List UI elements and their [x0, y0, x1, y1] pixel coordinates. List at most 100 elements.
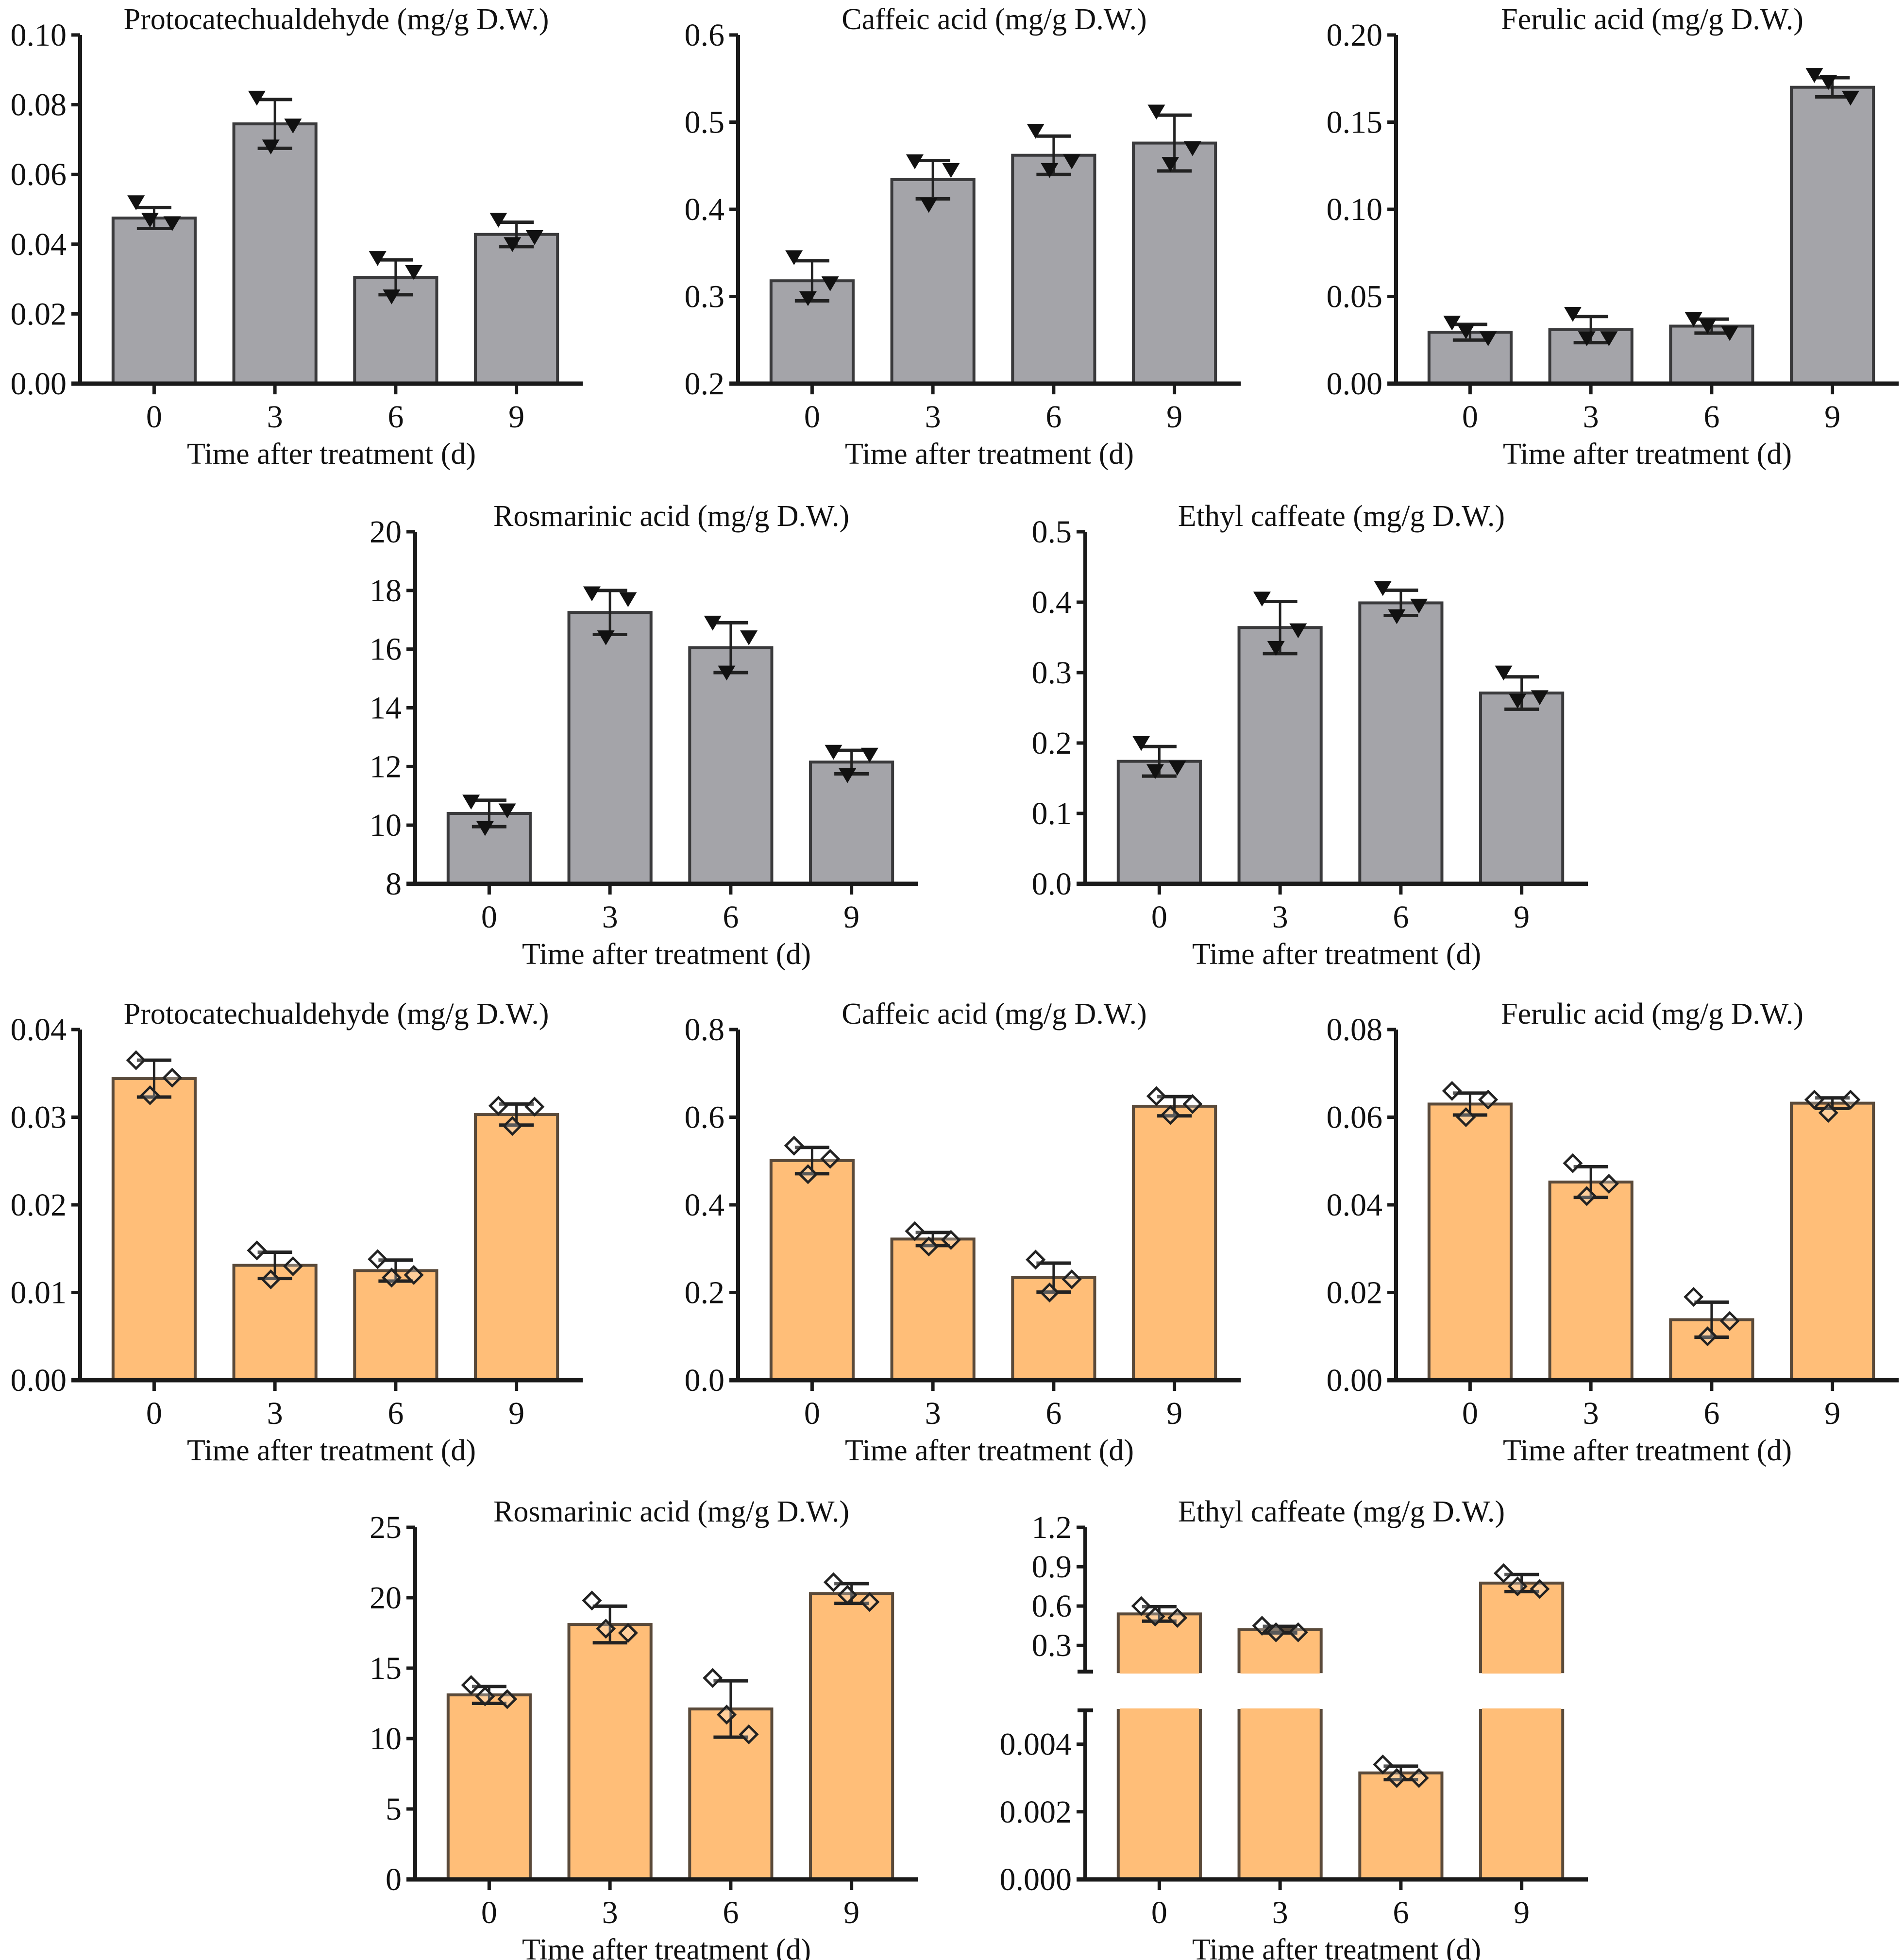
y-tick-label: 20 [370, 514, 402, 550]
data-point-diamond [859, 1592, 880, 1612]
bar [890, 1237, 976, 1382]
data-point-triangle [1063, 154, 1081, 169]
y-tick-label: 0.06 [11, 157, 67, 192]
data-point-diamond [1266, 1622, 1286, 1642]
x-tick-label: 0 [1151, 1895, 1167, 1930]
data-point-triangle [248, 90, 266, 106]
y-tick-label: 0.8 [685, 1012, 725, 1048]
data-point-triangle [718, 665, 736, 681]
chart-title: Rosmarinic acid (mg/g D.W.) [493, 500, 849, 533]
bar [1358, 1771, 1444, 1881]
x-tick-label: 0 [804, 399, 820, 435]
y-tick-label: 5 [386, 1791, 402, 1827]
data-point-triangle [1457, 324, 1475, 339]
bar [688, 646, 774, 886]
chart-panel-9: Rosmarinic acid (mg/g D.W.) 0 3 6 9 0 5 10 15 20 2… [370, 1495, 918, 1960]
data-point-triangle [1721, 326, 1739, 341]
data-point-diamond [261, 1269, 281, 1289]
data-point-triangle [1564, 307, 1582, 322]
bar [809, 1592, 894, 1881]
data-point-diamond [1456, 1107, 1476, 1128]
chart-title: Ethyl caffeate (mg/g D.W.) [1178, 500, 1505, 533]
chart-title: Caffeic acid (mg/g D.W.) [842, 997, 1146, 1031]
bar [1011, 153, 1096, 385]
data-point-triangle [785, 250, 803, 265]
data-point-triangle [1578, 331, 1596, 346]
y-tick-label: 0.6 [1032, 1588, 1072, 1624]
y-tick-label: 0.3 [1032, 655, 1072, 691]
data-point-diamond [1182, 1094, 1203, 1114]
data-point-diamond [1684, 1286, 1704, 1307]
data-point-diamond [497, 1689, 518, 1709]
y-tick-label: 0.6 [685, 17, 725, 53]
data-point-diamond [1062, 1269, 1082, 1289]
y-tick-label: 0.3 [685, 279, 725, 315]
data-point-diamond [404, 1265, 424, 1285]
data-point-diamond [1442, 1081, 1462, 1101]
x-tick-label: 6 [1703, 1396, 1719, 1431]
bar [111, 1077, 197, 1382]
data-point-diamond [582, 1590, 602, 1611]
x-axis-label: Time after treatment (d) [1503, 1434, 1792, 1467]
data-point-diamond [798, 1164, 818, 1184]
data-point-diamond [941, 1230, 961, 1250]
bar [474, 233, 559, 385]
y-tick-label: 0.4 [685, 1187, 725, 1223]
bar [1132, 141, 1217, 385]
chart-title: Ethyl caffeate (mg/g D.W.) [1178, 1495, 1505, 1528]
y-tick-label: 0.3 [1032, 1628, 1072, 1663]
bar-lower-segment [1237, 1709, 1323, 1881]
data-point-triangle [383, 289, 401, 304]
data-point-triangle [405, 265, 423, 280]
x-tick-label: 3 [602, 899, 618, 935]
data-point-triangle [704, 615, 722, 631]
y-tick-label: 10 [370, 1721, 402, 1757]
data-point-triangle [583, 586, 601, 602]
data-point-triangle [262, 139, 280, 154]
data-point-triangle [1841, 90, 1859, 106]
data-point-triangle [1146, 764, 1164, 779]
data-point-diamond [524, 1097, 545, 1117]
data-point-diamond [837, 1585, 858, 1605]
bar [1548, 1181, 1634, 1382]
y-tick-label: 0.10 [1327, 192, 1383, 227]
data-point-triangle [1374, 581, 1392, 596]
data-point-diamond [1719, 1311, 1740, 1331]
data-point-diamond [247, 1240, 267, 1261]
data-point-triangle [1289, 623, 1307, 639]
data-point-diamond [905, 1221, 925, 1241]
chart-title: Protocatechualdehyde (mg/g D.W.) [124, 997, 549, 1031]
chart-panel-10: Ethyl caffeate (mg/g D.W.) 0 3 6 9 0.3 0.60.9 1… [1000, 1495, 1588, 1960]
bar [1358, 601, 1444, 885]
data-point-triangle [1388, 609, 1406, 625]
data-point-triangle [825, 744, 842, 760]
data-point-triangle [1410, 598, 1428, 614]
data-point-triangle [740, 630, 758, 645]
data-point-triangle [1600, 331, 1618, 346]
x-tick-label: 0 [1151, 899, 1167, 935]
data-point-triangle [1685, 312, 1702, 327]
y-tick-label: 0.01 [11, 1275, 67, 1311]
x-tick-label: 6 [1703, 399, 1719, 435]
data-point-triangle [839, 768, 857, 783]
y-tick-label: 0.5 [1032, 514, 1072, 550]
y-tick-label: 10 [370, 808, 402, 843]
data-point-diamond [283, 1256, 303, 1276]
data-point-diamond [1252, 1616, 1272, 1636]
data-point-diamond [1131, 1596, 1151, 1616]
x-tick-label: 6 [388, 399, 404, 435]
data-point-triangle [1443, 315, 1461, 331]
y-tick-label: 8 [386, 866, 402, 902]
bar-lower-segment [1116, 1709, 1202, 1881]
data-point-diamond [1409, 1768, 1429, 1788]
bar [1790, 1101, 1875, 1382]
data-point-diamond [140, 1085, 160, 1105]
x-tick-label: 3 [1583, 399, 1599, 435]
x-axis-label: Time after treatment (d) [845, 438, 1134, 471]
data-point-triangle [942, 163, 960, 178]
x-axis-label: Time after treatment (d) [522, 1933, 811, 1960]
x-tick-label: 3 [267, 1396, 283, 1431]
y-tick-label: 0.0 [1032, 866, 1072, 902]
bar [1790, 85, 1875, 385]
bar [567, 1623, 653, 1881]
